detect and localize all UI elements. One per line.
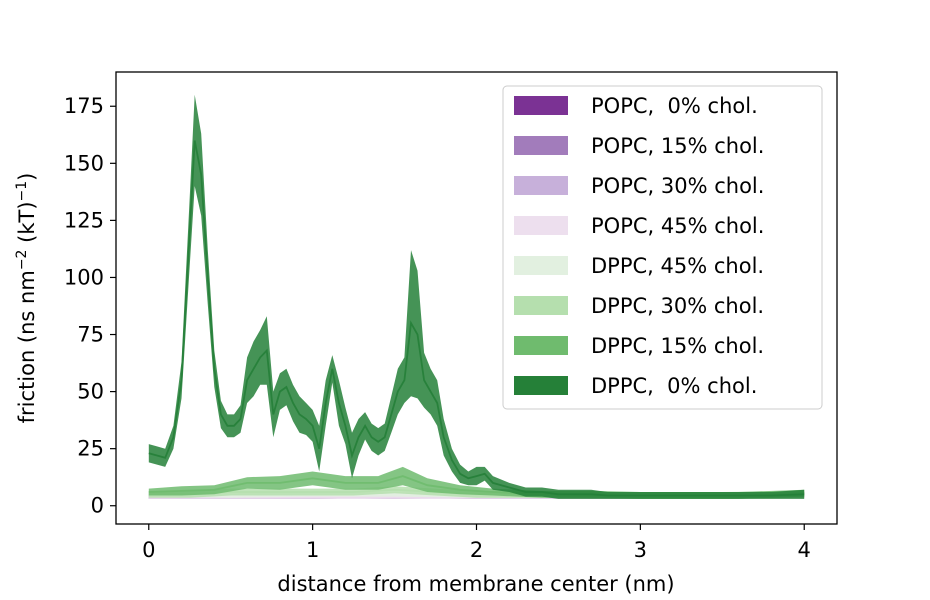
legend-swatch-6 <box>514 296 568 315</box>
y-tick-label: 25 <box>77 437 104 461</box>
series-band-7 <box>148 466 805 499</box>
legend-swatch-2 <box>514 136 568 155</box>
y-tick-label: 175 <box>64 94 104 118</box>
x-tick-label: 4 <box>798 538 811 562</box>
y-axis-title: friction (ns nm−2 (kT)−1) <box>14 173 39 424</box>
legend-label-7: DPPC, 15% chol. <box>591 334 764 358</box>
x-axis-title: distance from membrane center (nm) <box>277 572 674 596</box>
legend-label-3: POPC, 30% chol. <box>591 174 764 198</box>
legend-swatch-1 <box>514 96 568 115</box>
legend-label-1: POPC, 0% chol. <box>591 94 758 118</box>
legend-swatch-4 <box>514 216 568 235</box>
y-tick-label: 125 <box>64 208 104 232</box>
legend-swatch-3 <box>514 176 568 195</box>
legend-swatch-8 <box>514 376 568 395</box>
y-tick-label: 150 <box>64 151 104 175</box>
x-tick-label: 3 <box>634 538 647 562</box>
y-tick-label: 0 <box>91 494 104 518</box>
x-tick-label: 2 <box>470 538 483 562</box>
legend-label-4: POPC, 45% chol. <box>591 214 764 238</box>
legend-label-2: POPC, 15% chol. <box>591 134 764 158</box>
y-axis: 0 25 50 75 100 125 150 175 <box>64 94 116 518</box>
x-tick-label: 1 <box>306 538 319 562</box>
legend-swatch-7 <box>514 336 568 355</box>
series-line-8 <box>148 140 805 497</box>
plot-area <box>148 94 805 499</box>
legend-frame <box>502 85 823 410</box>
legend-label-8: DPPC, 0% chol. <box>591 374 757 398</box>
y-tick-label: 100 <box>64 265 104 289</box>
y-tick-label: 50 <box>77 380 104 404</box>
legend: POPC, 0% chol. POPC, 15% chol. POPC, 30% c… <box>502 85 823 410</box>
x-tick-label: 0 <box>142 538 155 562</box>
legend-label-5: DPPC, 45% chol. <box>591 254 764 278</box>
x-axis: 0 1 2 3 4 <box>142 524 811 562</box>
legend-label-6: DPPC, 30% chol. <box>591 294 764 318</box>
y-tick-label: 75 <box>77 323 104 347</box>
legend-swatch-5 <box>514 256 568 275</box>
